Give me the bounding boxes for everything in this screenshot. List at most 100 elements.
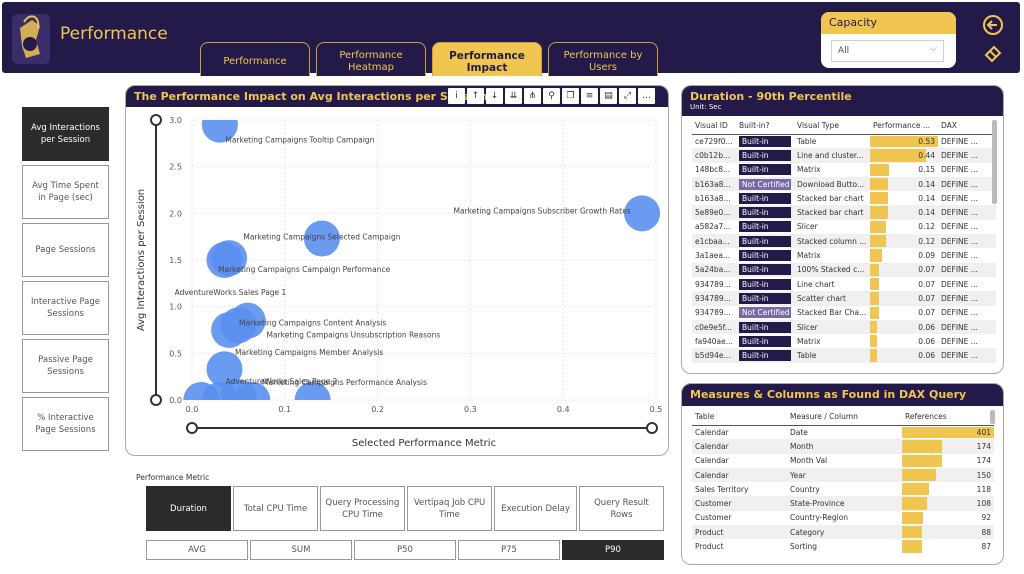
tab-performance[interactable]: Performance [200, 42, 310, 76]
scatter-point[interactable] [303, 220, 340, 257]
back-arrow-icon[interactable] [982, 14, 1004, 36]
table-row[interactable]: 5e89e0... Built-in Stacked bar chart 0.14 DE… [692, 205, 996, 220]
dax-cell[interactable]: DEFINE ... [941, 136, 978, 146]
metric-query-result-rows-button[interactable]: Query Result Rows [579, 486, 664, 531]
scatter-point[interactable] [206, 242, 243, 278]
visual-type-cell: Line and cluster... [794, 148, 870, 163]
scatter-point[interactable] [294, 382, 331, 418]
table-row[interactable]: b163a8... Not Certified Download Butto... 0… [692, 176, 996, 192]
duration-panel: Duration - 90th Percentile Unit: Sec Vis… [681, 85, 1004, 374]
tab-performance-heatmap[interactable]: Performance Heatmap [316, 42, 426, 76]
dax-cell[interactable]: DEFINE ... [941, 336, 978, 346]
table-row[interactable]: c0e9e5f... Built-in Slicer 0.06 DEFINE ... [692, 319, 996, 335]
dax-cell[interactable]: DEFINE ... [938, 291, 996, 306]
dax-cell[interactable]: DEFINE ... [941, 222, 978, 232]
col-header-measure-column[interactable]: Measure / Column [787, 409, 902, 426]
col-header-visual-id[interactable]: Visual ID [692, 118, 736, 135]
metric-vertipaq-button[interactable]: Vertipaq Job CPU Time [407, 486, 492, 531]
table-row[interactable]: ce729f0... Built-in Table 0.53 DEFINE ... [692, 134, 996, 148]
scatter-point[interactable] [234, 382, 271, 418]
table-row[interactable]: Calendar Year 150 [692, 467, 994, 483]
dax-cell[interactable]: DEFINE ... [938, 262, 996, 277]
col-header-performance[interactable]: Performance ... [870, 118, 938, 135]
capacity-dropdown[interactable]: All ⌵ [831, 40, 944, 62]
table-row[interactable]: 5a24ba... Built-in 100% Stacked c... 0.07 DE… [692, 262, 996, 277]
side-button-avg-time-spent[interactable]: Avg Time Spent in Page (sec) [22, 165, 109, 219]
agg-p90-button[interactable]: P90 [562, 540, 664, 560]
table-row[interactable]: 934789... Built-in Scatter chart 0.07 DEFINE… [692, 291, 996, 306]
scatter-point[interactable] [211, 312, 248, 348]
copy-icon[interactable]: ❐ [562, 88, 579, 104]
table-row[interactable]: 3a1aea... Built-in Matrix 0.09 DEFINE ... [692, 248, 996, 262]
focus-mode-icon[interactable]: ⤢ [619, 88, 636, 104]
side-button-passive-sessions[interactable]: Passive Page Sessions [22, 339, 109, 393]
arrow-up-icon[interactable]: ↑ [467, 88, 484, 104]
dax-cell[interactable]: DEFINE ... [938, 205, 996, 220]
table-row[interactable]: Customer Country-Region 92 [692, 511, 994, 525]
format-icon[interactable]: ▤ [600, 88, 617, 104]
table-row[interactable]: e1cbaa... Built-in Stacked column ... 0.12 D… [692, 234, 996, 249]
metric-query-processing-button[interactable]: Query Processing CPU Time [320, 486, 405, 531]
expand-hierarchy-icon[interactable]: ⋔ [524, 88, 541, 104]
dax-cell[interactable]: DEFINE ... [938, 148, 996, 163]
duration-scrollbar[interactable] [992, 120, 997, 204]
table-row[interactable]: a582a7... Built-in Slicer 0.12 DEFINE ... [692, 220, 996, 234]
dax-cell[interactable]: DEFINE ... [941, 193, 978, 203]
measures-scrollbar[interactable] [990, 410, 995, 424]
side-button-avg-interactions[interactable]: Avg Interactions per Session [22, 107, 109, 161]
tab-performance-impact[interactable]: Performance Impact [432, 42, 542, 76]
pin-icon[interactable]: ⚲ [543, 88, 560, 104]
filter-icon[interactable]: ≡ [581, 88, 598, 104]
scatter-point[interactable] [206, 351, 243, 388]
side-button-interactive-sessions[interactable]: Interactive Page Sessions [22, 281, 109, 335]
table-row[interactable]: b163a8... Built-in Stacked bar chart 0.14 DE… [692, 191, 996, 205]
scatter-point[interactable] [201, 107, 238, 143]
table-row[interactable]: Sales Territory Country 118 [692, 482, 994, 496]
scatter-point[interactable] [624, 195, 661, 232]
arrow-down-icon[interactable]: ↓ [486, 88, 503, 104]
col-header-dax[interactable]: DAX [938, 118, 996, 135]
x-tick-label: 0.3 [464, 405, 477, 414]
col-header-builtin[interactable]: Built-in? [736, 118, 794, 135]
table-row[interactable]: Calendar Date 401 [692, 425, 994, 439]
dax-cell[interactable]: DEFINE ... [938, 319, 996, 335]
visual-id-cell: 934789... [692, 291, 736, 306]
agg-p50-button[interactable]: P50 [354, 540, 456, 560]
builtin-cell: Built-in [736, 262, 794, 277]
side-button-pct-interactive[interactable]: % Interactive Page Sessions [22, 397, 109, 451]
agg-p75-button[interactable]: P75 [458, 540, 560, 560]
table-row[interactable]: Calendar Month 174 [692, 439, 994, 454]
dax-cell[interactable]: DEFINE ... [941, 165, 978, 175]
col-header-table[interactable]: Table [692, 409, 787, 426]
dax-cell[interactable]: DEFINE ... [941, 308, 978, 318]
metric-duration-button[interactable]: Duration [146, 486, 231, 531]
table-row[interactable]: 934789... Not Certified Stacked Bar Cha...… [692, 306, 996, 320]
table-row[interactable]: 934789... Built-in Line chart 0.07 DEFINE ..… [692, 277, 996, 291]
info-icon[interactable]: i [448, 88, 465, 104]
dax-cell[interactable]: DEFINE ... [938, 234, 996, 249]
drill-down-icon[interactable]: ⇊ [505, 88, 522, 104]
side-button-page-sessions[interactable]: Page Sessions [22, 223, 109, 277]
metric-execution-delay-button[interactable]: Execution Delay [494, 486, 577, 531]
table-row[interactable]: Calendar Month Val 174 [692, 454, 994, 468]
agg-sum-button[interactable]: SUM [250, 540, 352, 560]
metric-total-cpu-button[interactable]: Total CPU Time [233, 486, 318, 531]
table-row[interactable]: Customer State-Province 108 [692, 496, 994, 511]
table-row[interactable]: 148bc8... Built-in Matrix 0.15 DEFINE ... [692, 163, 996, 177]
dax-cell[interactable]: DEFINE ... [938, 176, 996, 192]
dax-cell[interactable]: DEFINE ... [941, 279, 978, 289]
more-options-icon[interactable]: … [638, 88, 655, 104]
table-row[interactable]: fa940ae... Built-in Matrix 0.06 DEFINE ... [692, 334, 996, 348]
eraser-icon[interactable] [982, 42, 1004, 64]
table-row[interactable]: Product Sorting 87 [692, 539, 994, 553]
scatter-point[interactable] [201, 382, 238, 418]
table-row[interactable]: c0b12b... Built-in Line and cluster... 0.44… [692, 148, 996, 163]
col-header-visual-type[interactable]: Visual Type [794, 118, 870, 135]
table-row[interactable]: b5d94e... Built-in Table 0.06 DEFINE ... [692, 348, 996, 363]
dax-cell[interactable]: DEFINE ... [938, 348, 996, 363]
table-row[interactable]: Product Category 88 [692, 525, 994, 540]
tab-performance-by-users[interactable]: Performance by Users [548, 42, 658, 76]
col-header-references[interactable]: References [902, 409, 994, 426]
agg-avg-button[interactable]: AVG [146, 540, 248, 560]
dax-cell[interactable]: DEFINE ... [941, 251, 978, 261]
